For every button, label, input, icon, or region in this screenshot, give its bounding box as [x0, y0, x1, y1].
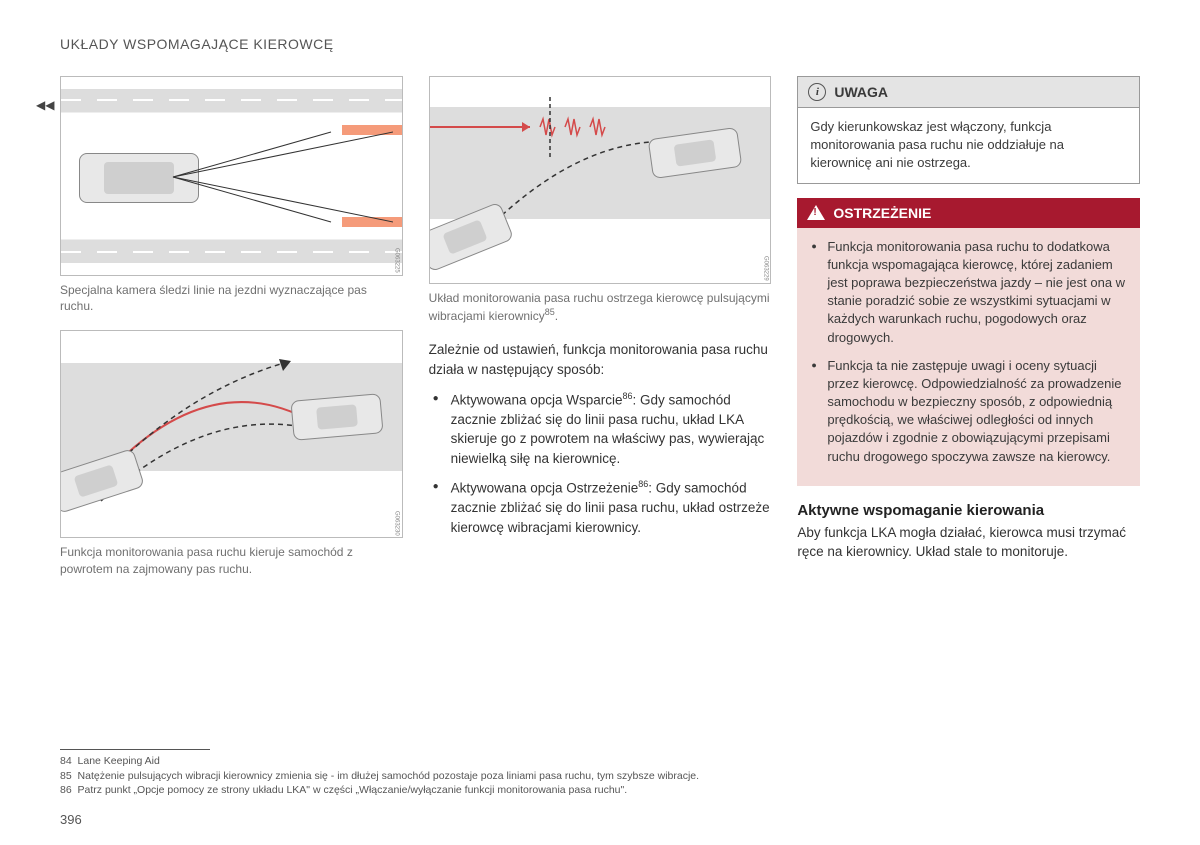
- note-box: i UWAGA Gdy kierunkowskaz jest włączony,…: [797, 76, 1140, 184]
- continuation-arrows-icon: ◀◀: [36, 98, 54, 112]
- figure-1-code: G063225: [394, 248, 400, 273]
- figure-1: G063225 Specjalna kamera śledzi linie na…: [60, 76, 403, 314]
- section-header: UKŁADY WSPOMAGAJĄCE KIEROWCĘ: [60, 36, 1140, 52]
- col3-heading: Aktywne wspomaganie kierowania: [797, 502, 1140, 519]
- figure-3-caption: Układ monitorowania pasa ruchu ostrzega …: [429, 290, 772, 324]
- page-number: 396: [60, 812, 82, 827]
- figure-1-image: G063225: [60, 76, 403, 276]
- vibration-icon: [430, 77, 762, 284]
- col2-bullets: Aktywowana opcja Wsparcie86: Gdy samochó…: [429, 390, 772, 538]
- list-item: Funkcja monitorowania pasa ruchu to doda…: [801, 238, 1128, 347]
- content-columns: G063225 Specjalna kamera śledzi linie na…: [60, 76, 1140, 593]
- list-item: Aktywowana opcja Wsparcie86: Gdy samochó…: [429, 390, 772, 469]
- column-2: G063229 Układ monitorowania pasa ruchu o…: [429, 76, 772, 593]
- camera-lines-icon: [61, 77, 393, 276]
- col3-body: Aby funkcja LKA mogła działać, kierowca …: [797, 523, 1140, 562]
- list-item: Funkcja ta nie zastępuje uwagi i oceny s…: [801, 357, 1128, 466]
- figure-2: G063230 Funkcja monitorowania pasa ruchu…: [60, 330, 403, 576]
- footnote: 86 Patrz punkt „Opcje pomocy ze strony u…: [60, 783, 1140, 797]
- footnotes: 84 Lane Keeping Aid 85 Natężenie pulsują…: [60, 749, 210, 797]
- warning-body: Funkcja monitorowania pasa ruchu to doda…: [797, 228, 1140, 486]
- warning-icon: [807, 205, 825, 220]
- warning-header: OSTRZEŻENIE: [797, 198, 1140, 228]
- column-3: i UWAGA Gdy kierunkowskaz jest włączony,…: [797, 76, 1140, 593]
- figure-3-code: G063229: [762, 256, 768, 281]
- column-1: G063225 Specjalna kamera śledzi linie na…: [60, 76, 403, 593]
- footnote: 85 Natężenie pulsujących wibracji kierow…: [60, 769, 1140, 783]
- warning-title: OSTRZEŻENIE: [833, 205, 931, 221]
- note-header: i UWAGA: [798, 77, 1139, 108]
- warning-box: OSTRZEŻENIE Funkcja monitorowania pasa r…: [797, 198, 1140, 486]
- figure-2-caption: Funkcja monitorowania pasa ruchu kieruje…: [60, 544, 403, 576]
- info-icon: i: [808, 83, 826, 101]
- figure-2-image: G063230: [60, 330, 403, 538]
- list-item: Aktywowana opcja Ostrzeżenie86: Gdy samo…: [429, 478, 772, 537]
- col2-intro: Zależnie od ustawień, funkcja monitorowa…: [429, 340, 772, 379]
- figure-3: G063229 Układ monitorowania pasa ruchu o…: [429, 76, 772, 324]
- figure-2-code: G063230: [394, 511, 400, 536]
- note-title: UWAGA: [834, 84, 888, 100]
- footnote: 84 Lane Keeping Aid: [60, 754, 1140, 768]
- figure-3-image: G063229: [429, 76, 772, 284]
- figure-1-caption: Specjalna kamera śledzi linie na jezdni …: [60, 282, 403, 314]
- note-body: Gdy kierunkowskaz jest włączony, funkcja…: [798, 108, 1139, 183]
